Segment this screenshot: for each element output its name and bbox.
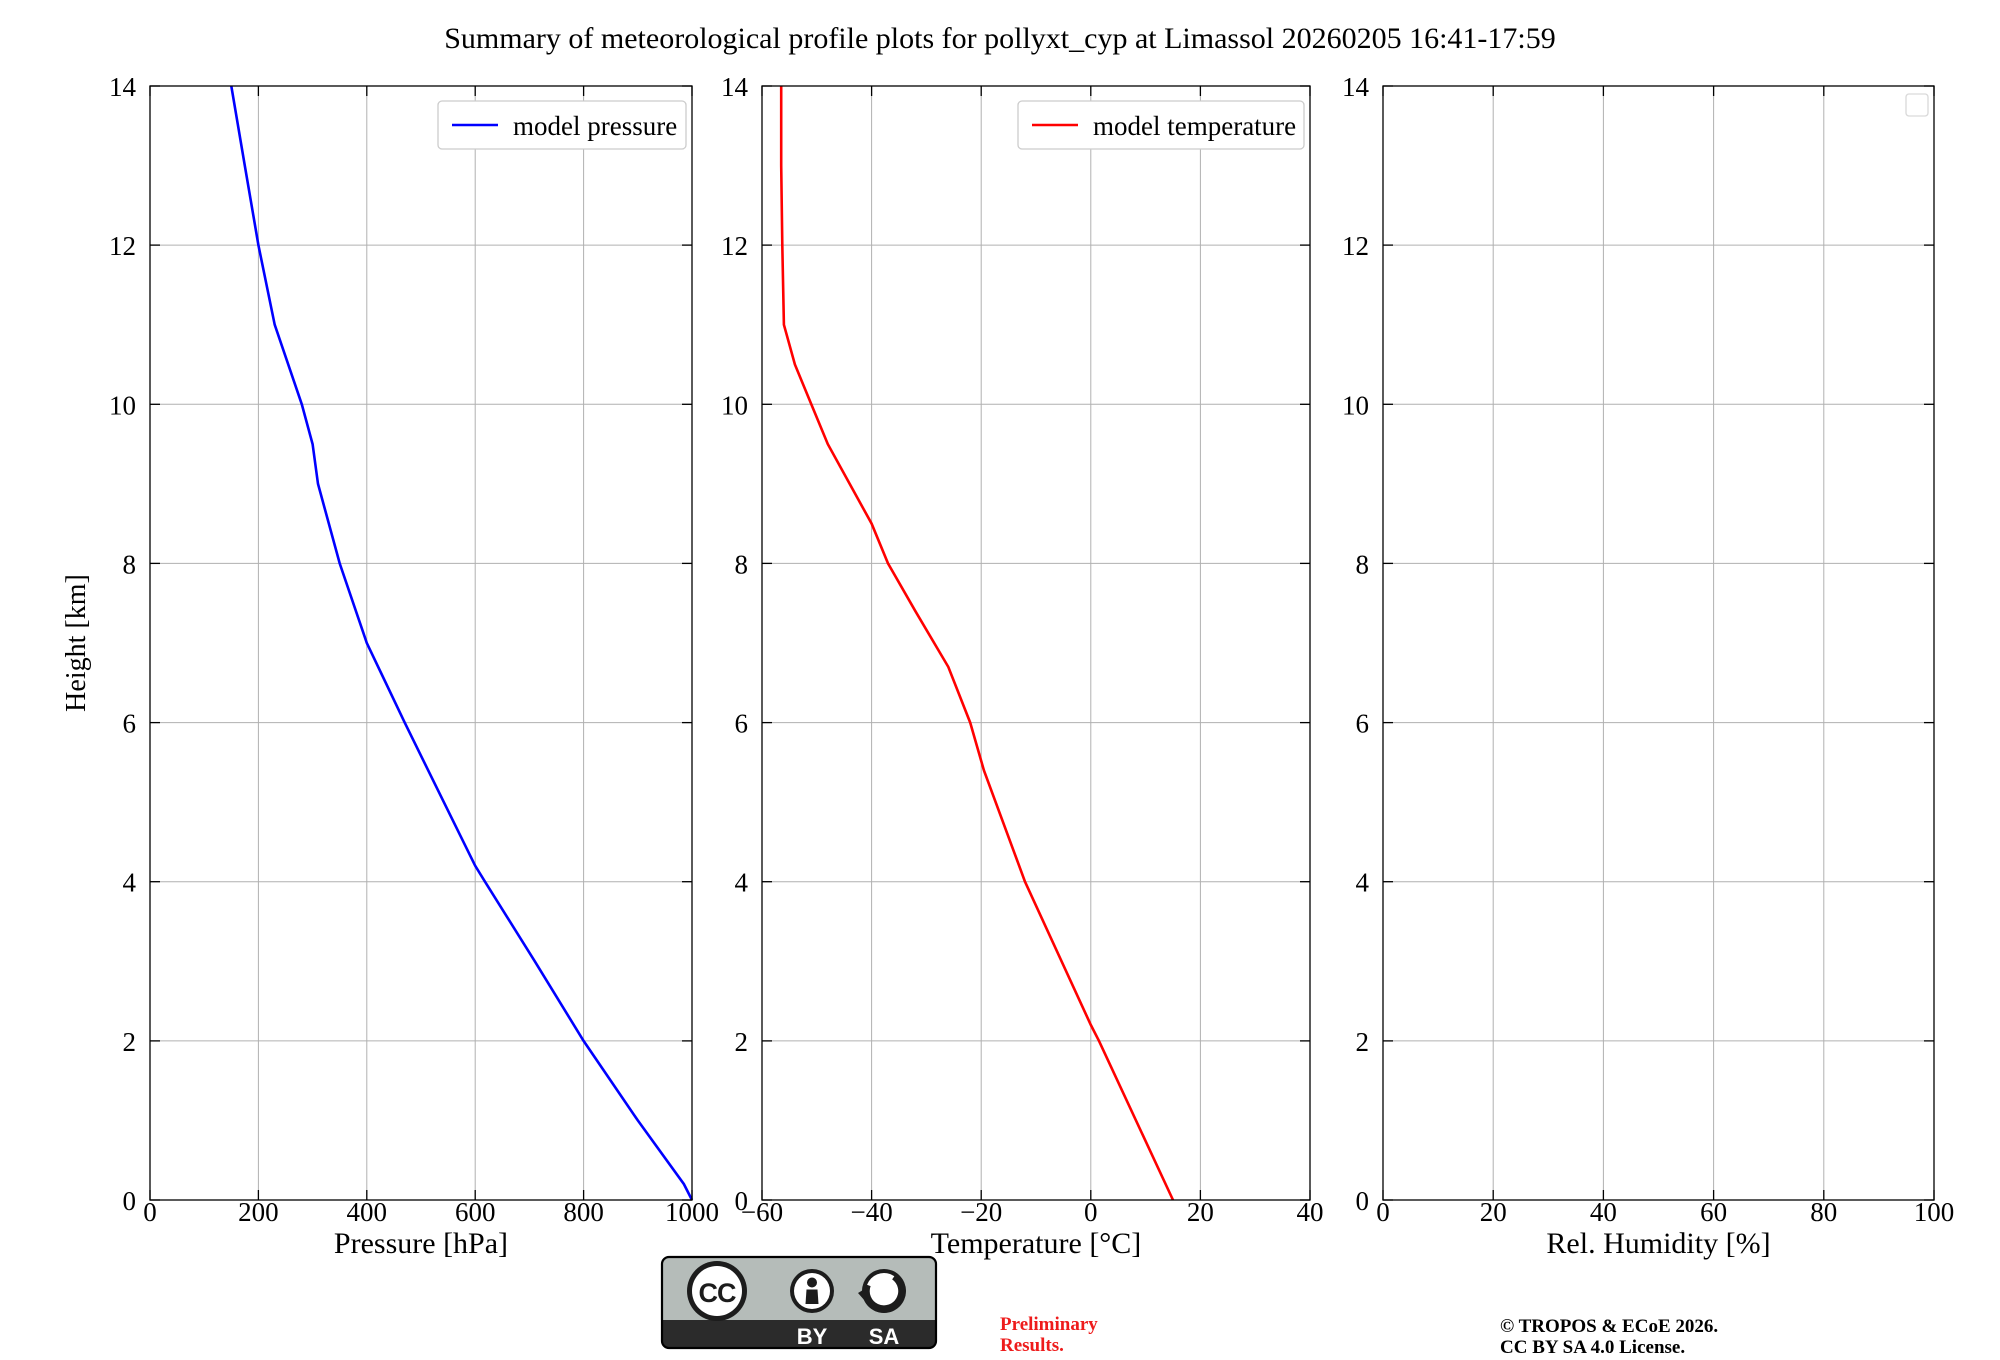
svg-text:SA: SA	[869, 1324, 900, 1349]
svg-text:CC: CC	[699, 1278, 736, 1308]
svg-text:6: 6	[735, 709, 749, 739]
svg-text:10: 10	[109, 390, 136, 420]
svg-text:−20: −20	[960, 1197, 1002, 1227]
svg-text:400: 400	[347, 1197, 388, 1227]
svg-text:Pressure [hPa]: Pressure [hPa]	[334, 1227, 508, 1260]
svg-text:Rel. Humidity [%]: Rel. Humidity [%]	[1546, 1227, 1770, 1260]
svg-text:80: 80	[1810, 1197, 1837, 1227]
svg-text:8: 8	[735, 549, 749, 579]
svg-text:CC BY SA 4.0 License.: CC BY SA 4.0 License.	[1500, 1337, 1685, 1358]
svg-text:20: 20	[1187, 1197, 1214, 1227]
svg-text:0: 0	[1356, 1186, 1370, 1216]
svg-text:0: 0	[143, 1197, 157, 1227]
svg-text:0: 0	[1376, 1197, 1390, 1227]
svg-text:8: 8	[1356, 549, 1370, 579]
svg-text:2: 2	[1356, 1027, 1370, 1057]
svg-text:4: 4	[123, 868, 137, 898]
svg-text:Preliminary: Preliminary	[1000, 1314, 1098, 1335]
svg-text:2: 2	[123, 1027, 137, 1057]
svg-text:14: 14	[1342, 72, 1370, 102]
svg-text:Height [km]: Height [km]	[61, 574, 92, 712]
svg-text:6: 6	[1356, 709, 1370, 739]
svg-text:BY: BY	[797, 1324, 828, 1349]
svg-text:40: 40	[1590, 1197, 1617, 1227]
svg-text:14: 14	[721, 72, 749, 102]
svg-text:20: 20	[1480, 1197, 1507, 1227]
svg-text:2: 2	[735, 1027, 749, 1057]
svg-text:4: 4	[1356, 868, 1370, 898]
svg-text:8: 8	[123, 549, 137, 579]
svg-text:10: 10	[1342, 390, 1369, 420]
svg-text:1000: 1000	[665, 1197, 719, 1227]
svg-text:−40: −40	[850, 1197, 892, 1227]
svg-text:4: 4	[735, 868, 749, 898]
svg-text:200: 200	[238, 1197, 279, 1227]
svg-text:Temperature [°C]: Temperature [°C]	[931, 1227, 1142, 1260]
svg-text:0: 0	[735, 1186, 749, 1216]
svg-text:6: 6	[123, 709, 137, 739]
svg-text:10: 10	[721, 390, 748, 420]
svg-text:© TROPOS & ECoE 2026.: © TROPOS & ECoE 2026.	[1500, 1316, 1718, 1337]
svg-text:Results.: Results.	[1000, 1335, 1064, 1356]
svg-text:0: 0	[123, 1186, 137, 1216]
svg-text:60: 60	[1700, 1197, 1727, 1227]
svg-text:0: 0	[1084, 1197, 1098, 1227]
svg-text:800: 800	[563, 1197, 604, 1227]
svg-text:40: 40	[1297, 1197, 1324, 1227]
svg-text:12: 12	[721, 231, 748, 261]
svg-text:100: 100	[1914, 1197, 1955, 1227]
svg-text:600: 600	[455, 1197, 496, 1227]
svg-text:12: 12	[109, 231, 136, 261]
svg-text:model pressure: model pressure	[513, 111, 677, 141]
svg-text:model temperature: model temperature	[1093, 111, 1296, 141]
svg-text:14: 14	[109, 72, 137, 102]
svg-text:12: 12	[1342, 231, 1369, 261]
